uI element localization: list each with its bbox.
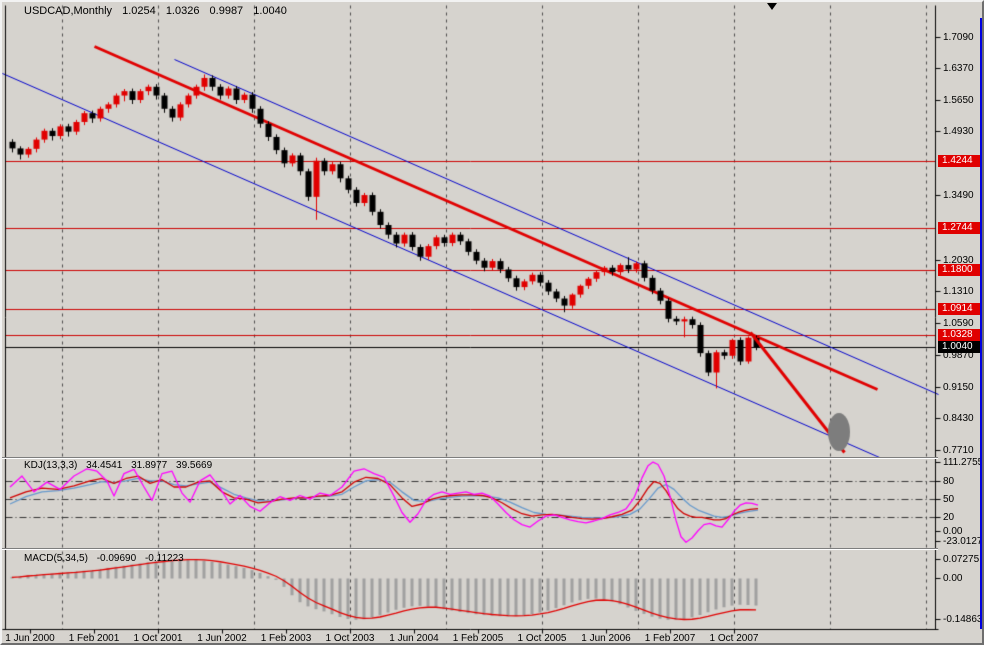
price-scale-label: 1.1310 [943, 286, 974, 297]
kdj-scale-label: -23.0127 [943, 536, 983, 547]
price-scale-label: 0.7710 [943, 445, 974, 456]
panel-splitter-macd[interactable] [2, 548, 938, 550]
symbol-period-label: USDCAD,Monthly [24, 5, 113, 17]
date-label: 1 Jun 2000 [5, 633, 55, 644]
macd-signal-value: -0.11223 [144, 553, 184, 564]
price-scale-label: 1.7090 [943, 32, 974, 43]
price-level-badge: 1.0914 [938, 303, 982, 315]
price-scale-label: 1.3490 [943, 190, 974, 201]
date-label: 1 Oct 2005 [517, 633, 567, 644]
macd-name-label: MACD(5,34,5) [24, 553, 88, 564]
date-label: 1 Jun 2002 [197, 633, 247, 644]
kdj-scale-label: 0.00 [943, 526, 963, 537]
macd-main-value: -0.09690 [96, 553, 137, 564]
price-level-badge: 1.2744 [938, 222, 982, 234]
macd-scale-label: -0.14863 [943, 614, 983, 625]
date-label: 1 Oct 2001 [133, 633, 183, 644]
price-scale-label: 1.2030 [943, 255, 974, 266]
date-label: 1 Feb 2001 [68, 633, 120, 644]
price-level-badge: 1.1800 [938, 264, 982, 276]
panel-splitter-kdj[interactable] [2, 457, 938, 459]
price-scale-label: 0.9870 [943, 350, 974, 361]
open-value: 1.0254 [122, 5, 156, 17]
date-label: 1 Jun 2004 [389, 633, 439, 644]
high-value: 1.0326 [165, 5, 200, 17]
low-value: 0.9987 [209, 5, 244, 17]
window-accent-strip [980, 18, 982, 629]
kdj-j-value: 39.5669 [176, 460, 213, 471]
price-level-badge: 1.4244 [938, 155, 982, 167]
price-level-badge: 1.0328 [938, 329, 982, 341]
kdj-scale-label: 111.2755 [943, 457, 984, 468]
current-price-badge: 1.0040 [938, 341, 982, 353]
price-scale-label: 0.9150 [943, 382, 974, 393]
price-scale-label: 1.6370 [943, 63, 974, 74]
date-label: 1 Feb 2005 [452, 633, 504, 644]
date-label: 1 Feb 2007 [644, 633, 696, 644]
price-scale-label: 1.5650 [943, 95, 974, 106]
date-label: 1 Oct 2003 [325, 633, 375, 644]
price-scale-label: 0.8430 [943, 413, 974, 424]
close-value: 1.0040 [253, 5, 287, 17]
kdj-indicator-label-line: KDJ(13,3,3) 34.4541 31.8977 39.5669 [24, 460, 218, 471]
kdj-d-value: 31.8977 [131, 460, 168, 471]
price-scale-label: 1.0590 [943, 318, 974, 329]
kdj-scale-label: 50 [943, 494, 955, 505]
macd-indicator-label-line: MACD(5,34,5) -0.09690 -0.11223 [24, 553, 190, 564]
date-label: 1 Jun 2006 [581, 633, 631, 644]
macd-scale-label: 0.07275 [943, 554, 980, 565]
kdj-name-label: KDJ(13,3,3) [24, 460, 78, 471]
date-label: 1 Feb 2003 [260, 633, 312, 644]
macd-scale-label: 0.00 [943, 573, 963, 584]
date-label: 1 Oct 2007 [709, 633, 759, 644]
price-scale-label: 1.4930 [943, 126, 974, 137]
kdj-k-value: 34.4541 [86, 460, 123, 471]
symbol-marker-icon [767, 3, 777, 10]
kdj-scale-label: 80 [943, 476, 955, 487]
chart-info-line: USDCAD,Monthly 1.0254 1.0326 0.9987 1.00… [24, 5, 294, 17]
kdj-scale-label: 20 [943, 512, 955, 523]
